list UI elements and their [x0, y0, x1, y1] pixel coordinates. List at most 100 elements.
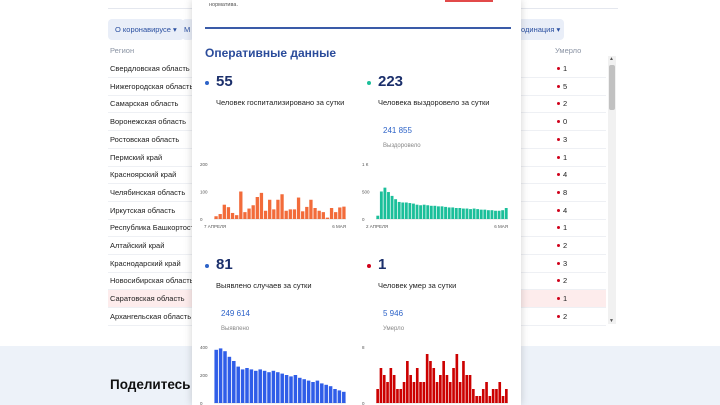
- chart-bar[interactable]: [488, 396, 492, 403]
- chart-bar[interactable]: [452, 368, 455, 403]
- chart-bar[interactable]: [328, 386, 333, 403]
- chart-bar[interactable]: [476, 209, 480, 219]
- chart-bar[interactable]: [272, 209, 276, 219]
- chart-bar[interactable]: [301, 211, 305, 219]
- chart-bar[interactable]: [465, 375, 469, 403]
- chart-bar[interactable]: [442, 361, 445, 403]
- chart-bar[interactable]: [324, 384, 328, 403]
- chart-bar[interactable]: [475, 396, 478, 403]
- chart-bar[interactable]: [227, 356, 232, 403]
- chart-bar[interactable]: [445, 375, 449, 403]
- chart-bar[interactable]: [454, 208, 458, 219]
- chart-bar[interactable]: [495, 389, 498, 403]
- chart-bar[interactable]: [236, 366, 240, 403]
- chart-bar[interactable]: [491, 389, 495, 403]
- chart-bar[interactable]: [479, 209, 483, 219]
- chart-bar[interactable]: [435, 382, 439, 403]
- chart-bar[interactable]: [437, 206, 440, 219]
- chart-bar[interactable]: [313, 208, 317, 219]
- chart-bar[interactable]: [429, 361, 432, 403]
- table-scrollbar[interactable]: ▲ ▼: [608, 56, 616, 324]
- chart-bar[interactable]: [412, 203, 415, 219]
- chart-bar[interactable]: [478, 396, 482, 403]
- chip-coordination[interactable]: одинация ▾: [518, 19, 564, 40]
- chart-bar[interactable]: [342, 391, 346, 403]
- chart-bar[interactable]: [262, 370, 267, 403]
- chart-bar[interactable]: [501, 210, 505, 219]
- chart-bar[interactable]: [458, 208, 462, 219]
- chart-bar[interactable]: [329, 208, 334, 219]
- chart-bar[interactable]: [432, 368, 436, 403]
- chart-bar[interactable]: [218, 214, 222, 219]
- chart-bar[interactable]: [218, 348, 223, 403]
- chart-bar[interactable]: [239, 191, 243, 220]
- chart-bar[interactable]: [392, 375, 396, 403]
- chart-bar[interactable]: [406, 361, 409, 403]
- chart-bar[interactable]: [214, 216, 218, 219]
- chart-bar[interactable]: [276, 372, 280, 403]
- chart-bar[interactable]: [429, 205, 433, 219]
- chart-bar[interactable]: [412, 382, 416, 403]
- chart-bar[interactable]: [472, 208, 476, 219]
- chart-bar[interactable]: [254, 370, 258, 403]
- chart-bar[interactable]: [337, 390, 342, 403]
- chart-bar[interactable]: [230, 212, 235, 219]
- chart-bar[interactable]: [469, 209, 472, 219]
- chart-bar[interactable]: [235, 215, 239, 219]
- chart-bar[interactable]: [255, 197, 259, 219]
- chart-bar[interactable]: [468, 375, 472, 403]
- chart-bar[interactable]: [251, 205, 255, 219]
- chart-bar[interactable]: [396, 389, 399, 403]
- chart-bar[interactable]: [409, 375, 412, 403]
- chart-bar[interactable]: [338, 207, 342, 219]
- chip-about-coronavirus[interactable]: О коронавирусе ▾: [108, 19, 184, 40]
- chart-bar[interactable]: [232, 361, 236, 403]
- chart-bar[interactable]: [276, 199, 280, 219]
- chart-bar[interactable]: [280, 373, 284, 403]
- chart-bar[interactable]: [465, 208, 469, 219]
- chart-bar[interactable]: [382, 375, 386, 403]
- chart-bar[interactable]: [293, 375, 298, 403]
- chart-bar[interactable]: [439, 375, 442, 403]
- chart-bar[interactable]: [240, 369, 245, 403]
- chart-bar[interactable]: [334, 212, 338, 219]
- chart-bar[interactable]: [461, 208, 465, 219]
- chart-bar[interactable]: [504, 208, 508, 219]
- chart-bar[interactable]: [284, 210, 288, 219]
- scroll-thumb[interactable]: [609, 65, 615, 110]
- chart-bar[interactable]: [317, 210, 321, 219]
- chart-bar[interactable]: [494, 210, 497, 219]
- chart-bar[interactable]: [501, 396, 505, 403]
- chart-bar[interactable]: [472, 389, 475, 403]
- chart-bar[interactable]: [497, 210, 501, 219]
- chart-bar[interactable]: [306, 380, 311, 403]
- chart-bar[interactable]: [311, 382, 315, 403]
- chart-bar[interactable]: [249, 369, 254, 403]
- chart-bar[interactable]: [267, 372, 271, 403]
- chart-bar[interactable]: [386, 382, 389, 403]
- chart-bar[interactable]: [389, 368, 393, 403]
- chart-bar[interactable]: [481, 389, 485, 403]
- chart-bar[interactable]: [390, 195, 394, 219]
- chart-bar[interactable]: [223, 351, 227, 403]
- chart-bar[interactable]: [419, 205, 423, 219]
- chart-bar[interactable]: [462, 361, 465, 403]
- chart-bar[interactable]: [485, 382, 488, 403]
- chart-bar[interactable]: [433, 205, 437, 219]
- chart-bar[interactable]: [214, 349, 218, 403]
- chart-bar[interactable]: [419, 382, 422, 403]
- chart-bar[interactable]: [243, 212, 247, 219]
- chart-bar[interactable]: [309, 199, 313, 219]
- chart-bar[interactable]: [302, 379, 306, 403]
- stat-total[interactable]: 241 855: [383, 126, 412, 135]
- chart-bar[interactable]: [426, 205, 430, 219]
- chart-bar[interactable]: [401, 202, 405, 220]
- chart-bar[interactable]: [333, 389, 337, 403]
- chart-bar[interactable]: [448, 382, 452, 403]
- chart-bar[interactable]: [486, 210, 490, 219]
- chart-bar[interactable]: [298, 377, 302, 403]
- chart-bar[interactable]: [379, 191, 383, 220]
- stat-total[interactable]: 249 614: [221, 309, 250, 318]
- scroll-down-arrow-icon[interactable]: ▼: [609, 318, 614, 324]
- scroll-up-arrow-icon[interactable]: ▲: [609, 56, 614, 62]
